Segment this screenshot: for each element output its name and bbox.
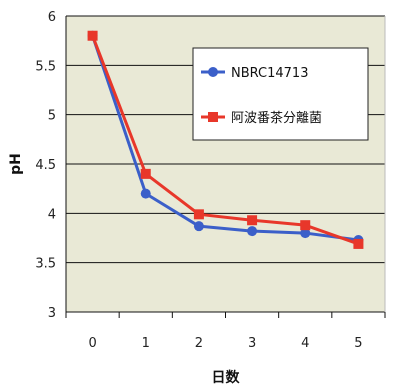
data-point bbox=[247, 226, 258, 237]
y-tick-label: 5 bbox=[48, 109, 56, 124]
data-point bbox=[300, 228, 311, 239]
x-tick-label: 2 bbox=[195, 336, 203, 351]
x-tick-label: 1 bbox=[142, 336, 150, 351]
data-point bbox=[247, 215, 258, 226]
series-2 bbox=[87, 30, 364, 249]
x-axis-title: 日数 bbox=[212, 369, 241, 386]
data-point bbox=[140, 168, 151, 179]
x-tick-label: 5 bbox=[354, 336, 362, 351]
data-point bbox=[193, 221, 204, 232]
y-tick-label: 6 bbox=[48, 10, 56, 25]
series-group bbox=[87, 30, 364, 249]
legend: NBRC14713 阿波番茶分離菌 bbox=[192, 47, 369, 141]
x-tick-label: 0 bbox=[88, 336, 96, 351]
x-axis-ticks: 0 1 2 3 4 5 bbox=[88, 336, 362, 351]
series-line bbox=[91, 35, 359, 246]
x-tick-label: 4 bbox=[301, 336, 309, 351]
y-tick-label: 4.5 bbox=[35, 158, 56, 173]
y-tick-label: 3 bbox=[48, 306, 56, 321]
y-tick-label: 5.5 bbox=[35, 59, 56, 74]
y-tick-label: 4 bbox=[48, 207, 56, 222]
data-point bbox=[300, 220, 311, 231]
legend-marker bbox=[208, 67, 218, 77]
data-point bbox=[140, 188, 151, 199]
series-line bbox=[91, 35, 359, 242]
data-point bbox=[193, 209, 204, 220]
y-axis-title: pH bbox=[8, 153, 24, 175]
legend-label: 阿波番茶分離菌 bbox=[231, 110, 322, 126]
legend-marker bbox=[208, 112, 218, 122]
legend-label: NBRC14713 bbox=[231, 66, 308, 81]
data-point bbox=[87, 30, 98, 41]
y-tick-label: 3.5 bbox=[35, 257, 56, 272]
legend-box bbox=[192, 47, 369, 141]
y-axis-ticks: 3 3.5 4 4.5 5 5.5 6 bbox=[35, 10, 56, 321]
data-point bbox=[353, 238, 364, 249]
x-tick-label: 3 bbox=[248, 336, 256, 351]
